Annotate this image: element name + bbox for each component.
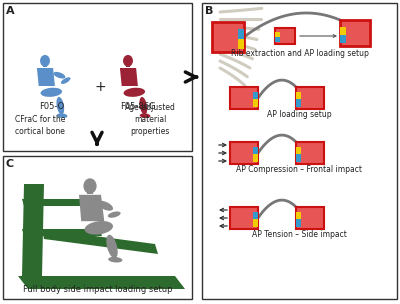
Text: Full body side impact loading setup: Full body side impact loading setup xyxy=(23,285,172,294)
Text: Age-adjusted
material
properties: Age-adjusted material properties xyxy=(124,103,176,136)
Bar xyxy=(296,207,324,229)
Polygon shape xyxy=(22,229,102,236)
Bar xyxy=(296,147,301,154)
Ellipse shape xyxy=(123,55,133,67)
Bar xyxy=(202,3,397,299)
Bar xyxy=(253,154,258,162)
Polygon shape xyxy=(18,276,185,289)
Ellipse shape xyxy=(40,55,50,67)
Bar xyxy=(296,154,301,162)
Text: Rib extraction and AP loading setup: Rib extraction and AP loading setup xyxy=(230,49,368,58)
Bar xyxy=(340,35,346,43)
Text: AP Compression – Frontal impact: AP Compression – Frontal impact xyxy=(236,165,362,174)
Ellipse shape xyxy=(140,97,147,115)
Ellipse shape xyxy=(85,221,113,235)
Text: F05-O: F05-O xyxy=(39,102,65,111)
Bar xyxy=(230,207,258,229)
Ellipse shape xyxy=(54,72,65,78)
Bar xyxy=(126,61,130,67)
Bar xyxy=(3,3,192,151)
Bar xyxy=(296,142,324,164)
Bar xyxy=(87,185,93,194)
Bar xyxy=(253,219,258,227)
Text: B: B xyxy=(205,6,213,16)
Bar xyxy=(275,32,280,37)
Bar xyxy=(296,212,301,219)
Polygon shape xyxy=(22,199,102,206)
Ellipse shape xyxy=(61,77,70,84)
Bar xyxy=(212,22,244,52)
Ellipse shape xyxy=(98,201,113,211)
Text: F05-86G: F05-86G xyxy=(120,102,156,111)
Ellipse shape xyxy=(140,113,150,118)
Bar xyxy=(296,92,301,99)
Bar xyxy=(296,219,301,227)
Bar xyxy=(3,156,192,299)
Bar xyxy=(340,20,370,46)
Polygon shape xyxy=(37,68,55,86)
Ellipse shape xyxy=(108,257,122,263)
Bar xyxy=(340,27,346,35)
Ellipse shape xyxy=(84,178,97,194)
Ellipse shape xyxy=(106,235,118,258)
Text: CFraC for the
cortical bone: CFraC for the cortical bone xyxy=(15,115,65,136)
Bar xyxy=(275,37,280,42)
Polygon shape xyxy=(79,195,104,221)
Ellipse shape xyxy=(124,88,145,97)
Ellipse shape xyxy=(108,212,121,218)
Bar xyxy=(253,92,258,99)
Ellipse shape xyxy=(40,88,62,97)
Bar xyxy=(238,29,244,39)
Bar xyxy=(230,87,258,109)
Ellipse shape xyxy=(57,113,68,118)
Text: +: + xyxy=(94,80,106,94)
Text: C: C xyxy=(6,159,14,169)
Bar xyxy=(43,61,47,67)
Polygon shape xyxy=(22,184,44,276)
Polygon shape xyxy=(42,229,158,254)
Bar xyxy=(296,87,324,109)
Bar xyxy=(296,99,301,107)
Bar xyxy=(253,99,258,107)
Bar xyxy=(275,28,295,44)
Text: AP Tension – Side impact: AP Tension – Side impact xyxy=(252,230,347,239)
Ellipse shape xyxy=(56,97,64,115)
Bar xyxy=(230,142,258,164)
Bar xyxy=(253,212,258,219)
Polygon shape xyxy=(120,68,138,86)
Bar xyxy=(238,39,244,49)
Text: AP loading setup: AP loading setup xyxy=(267,110,332,119)
Bar xyxy=(253,147,258,154)
Text: A: A xyxy=(6,6,15,16)
